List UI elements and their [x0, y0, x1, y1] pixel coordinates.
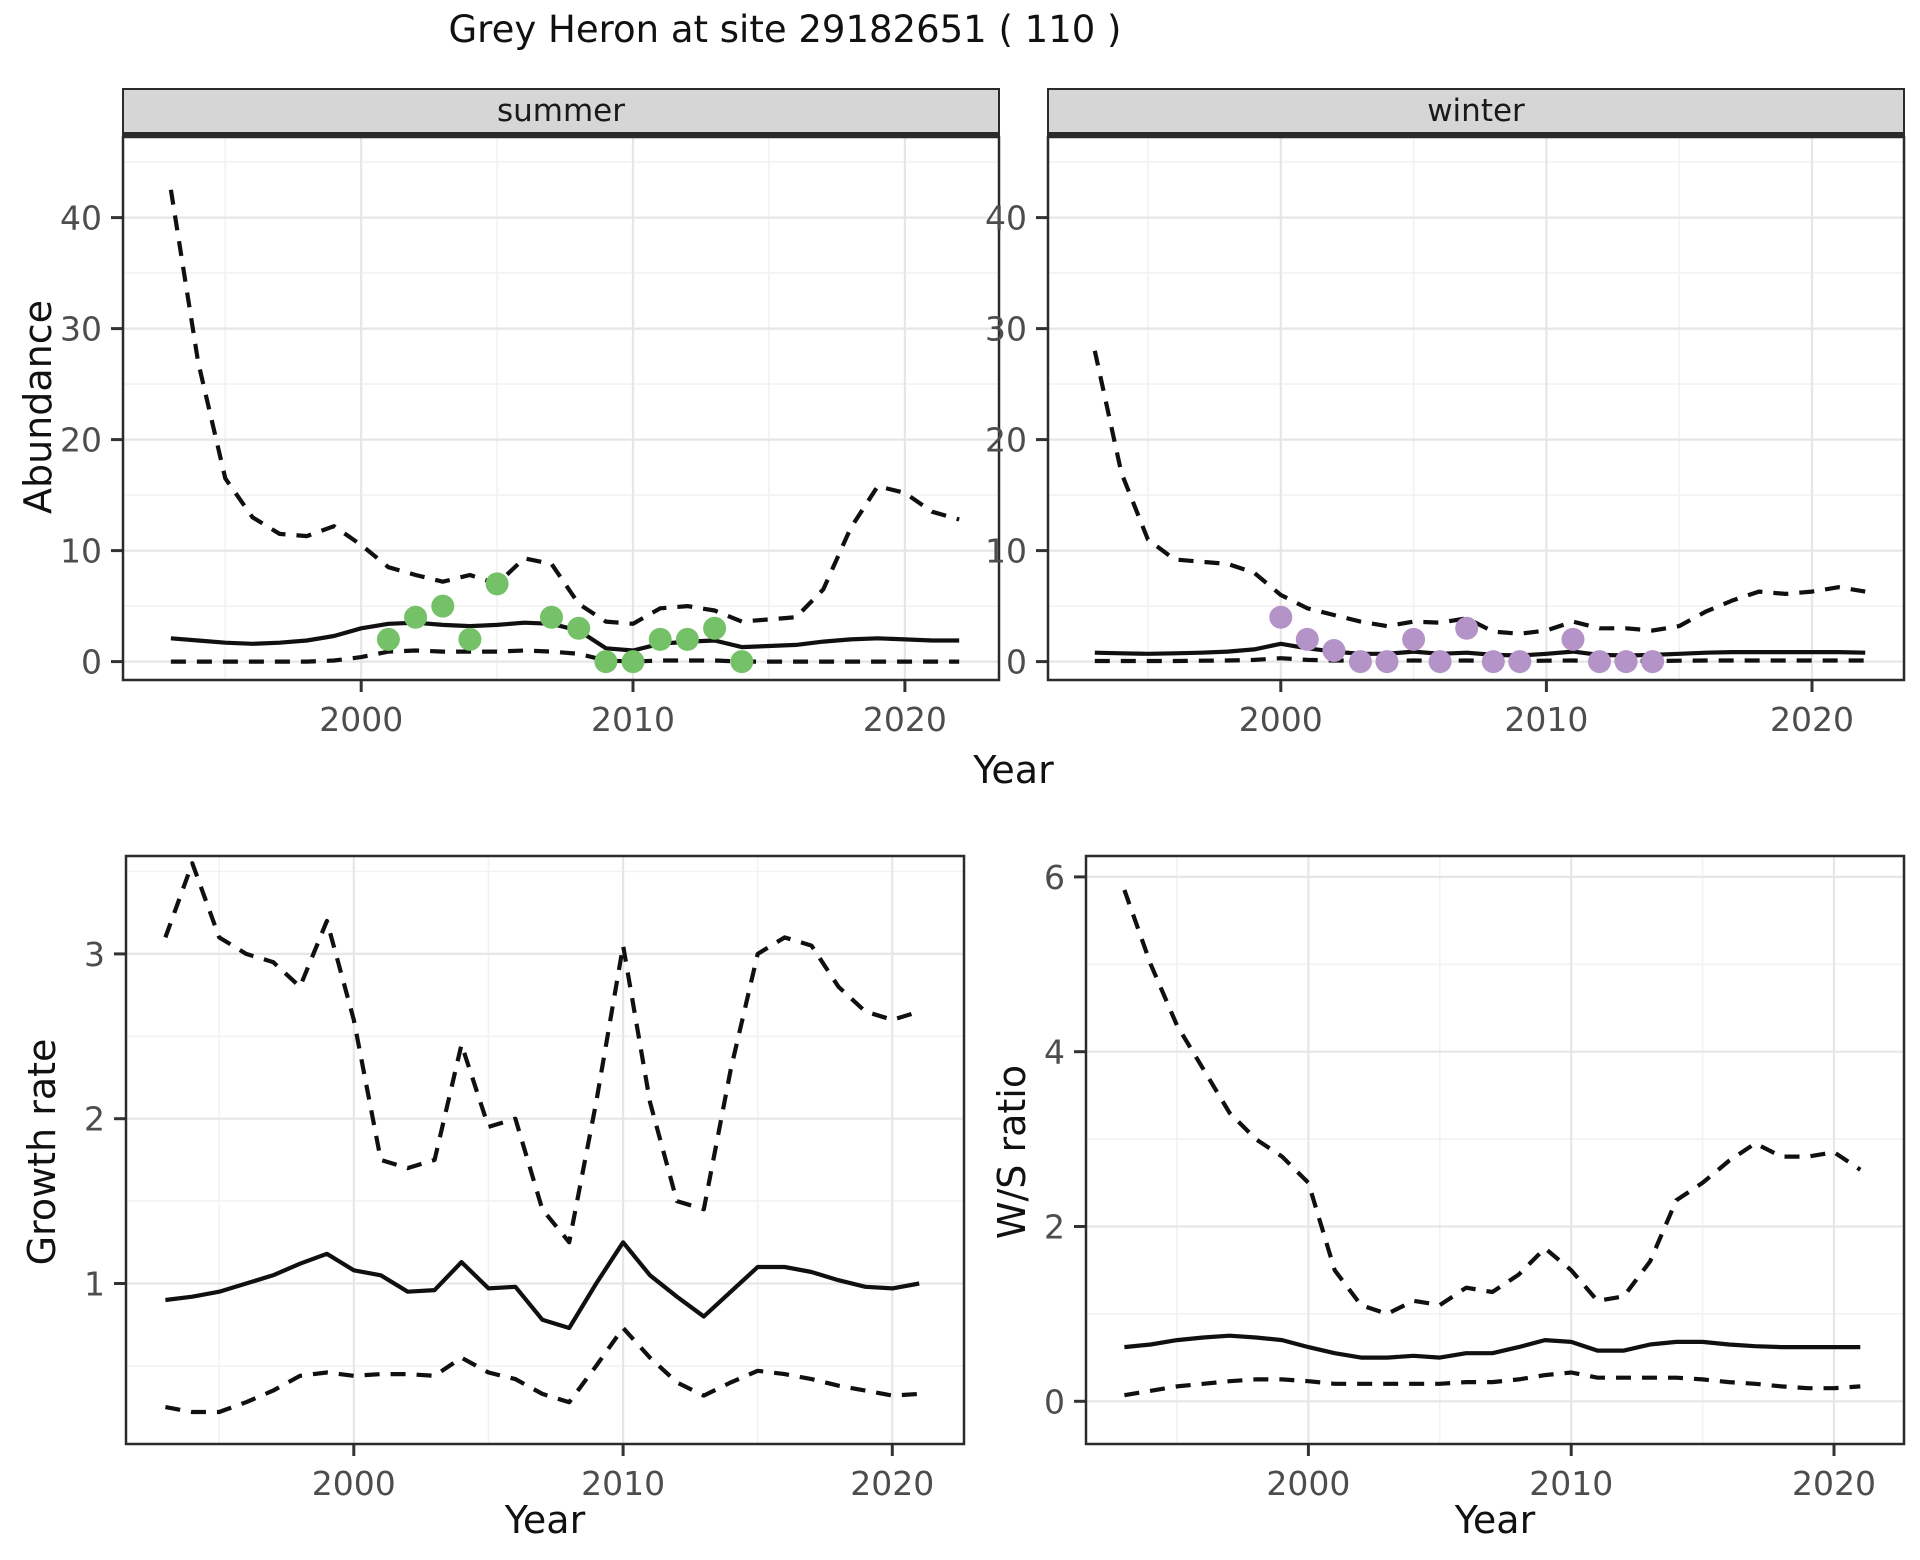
series-median [1124, 1333, 1861, 1360]
data-point-observed-counts [1269, 605, 1293, 629]
data-point-observed-counts [1508, 650, 1532, 674]
data-point-observed-counts [458, 627, 482, 651]
panel-abundance-winter: 2000 2010 2020 0 10 20 30 40 [985, 135, 1906, 739]
abundance-y-axis-title: Abundance [16, 299, 60, 515]
y-tick-label: 20 [60, 421, 102, 460]
panel-abundance-summer: 2000 2010 2020 0 10 20 30 40 [60, 135, 1001, 739]
series-upper-95-ci [163, 861, 920, 1245]
data-point-observed-counts [703, 616, 727, 640]
x-tick-label: 2000 [319, 700, 403, 739]
ws-y-axis-title: W/S ratio [990, 1064, 1034, 1240]
facet-strip-summer-label: summer [496, 93, 625, 129]
facet-strip-winter: winter [1047, 88, 1905, 136]
data-point-observed-counts [1481, 650, 1505, 674]
top-x-axis-title: Year [973, 748, 1054, 792]
data-point-observed-counts [431, 594, 455, 618]
y-tick-label: 20 [985, 421, 1027, 460]
series-lower-95-ci [1124, 1370, 1861, 1398]
panel-border [1084, 854, 1906, 1446]
series-upper-95-ci [168, 189, 960, 626]
y-tick-label: 0 [81, 643, 102, 682]
y-tick-label: 2 [1044, 1208, 1065, 1247]
data-point-observed-counts [648, 627, 672, 651]
panel-border [121, 135, 1001, 682]
y-tick-label: 2 [84, 1100, 105, 1139]
data-point-observed-counts [1641, 650, 1665, 674]
growth-x-axis-title: Year [504, 1498, 586, 1542]
data-point-observed-counts [1561, 627, 1585, 651]
growth-y-axis-title: Growth rate [20, 1038, 64, 1266]
data-point-observed-counts [567, 616, 591, 640]
y-tick-label: 0 [1044, 1382, 1065, 1421]
data-point-observed-counts [1614, 650, 1638, 674]
data-point-observed-counts [594, 650, 618, 674]
panel-border [1046, 135, 1906, 682]
y-tick-label: 10 [60, 532, 102, 571]
facet-strip-winter-label: winter [1427, 93, 1525, 129]
data-point-observed-counts [540, 605, 563, 629]
x-tick-label: 2020 [863, 700, 947, 739]
y-tick-label: 10 [985, 532, 1027, 571]
data-point-observed-counts [1322, 639, 1346, 662]
panel-growth-rate: 2000 2010 2020 1 2 3 [84, 854, 966, 1503]
data-point-observed-counts [1348, 650, 1372, 674]
data-point-observed-counts [404, 605, 428, 629]
x-tick-label: 2000 [1266, 1464, 1350, 1503]
data-point-observed-counts [1428, 650, 1452, 674]
series-median [1094, 641, 1866, 658]
x-tick-label: 2000 [1239, 700, 1323, 739]
y-tick-label: 3 [84, 935, 105, 974]
x-tick-label: 2010 [1529, 1464, 1613, 1503]
series-lower-95-ci [170, 648, 960, 664]
data-point-observed-counts [1295, 627, 1319, 651]
x-tick-label: 2020 [850, 1464, 934, 1503]
data-point-observed-counts [1588, 650, 1611, 674]
x-tick-label: 2000 [312, 1464, 396, 1503]
ws-x-axis-title: Year [1454, 1498, 1536, 1542]
panel-ws-ratio: 2000 2010 2020 0 2 4 6 [1044, 854, 1906, 1503]
data-point-observed-counts [1402, 627, 1426, 651]
data-point-observed-counts [621, 650, 645, 674]
series-upper-95-ci [1092, 350, 1866, 636]
x-tick-label: 2020 [1792, 1464, 1876, 1503]
data-point-observed-counts [675, 627, 699, 651]
data-point-observed-counts [485, 572, 509, 596]
y-tick-label: 30 [60, 310, 102, 349]
y-tick-label: 4 [1044, 1033, 1065, 1072]
x-tick-label: 2010 [581, 1464, 665, 1503]
x-tick-label: 2010 [591, 700, 675, 739]
series-upper-95-ci [1122, 889, 1862, 1316]
series-median [170, 620, 960, 653]
data-point-observed-counts [730, 650, 754, 674]
y-tick-label: 1 [84, 1265, 105, 1304]
y-tick-label: 30 [985, 310, 1027, 349]
panel-border [124, 854, 966, 1446]
y-tick-label: 40 [60, 199, 102, 238]
series-median [165, 1240, 920, 1331]
y-tick-label: 0 [1006, 643, 1027, 682]
facet-strip-summer: summer [122, 88, 1000, 136]
x-tick-label: 2010 [1504, 700, 1588, 739]
data-point-observed-counts [1455, 616, 1479, 640]
series-lower-95-ci [165, 1325, 920, 1415]
y-tick-label: 6 [1044, 858, 1065, 897]
chart-title: Grey Heron at site 29182651 ( 110 ) [448, 8, 1122, 51]
data-point-observed-counts [376, 627, 400, 651]
y-tick-label: 40 [985, 199, 1027, 238]
data-point-observed-counts [1375, 650, 1399, 674]
x-tick-label: 2020 [1770, 700, 1854, 739]
